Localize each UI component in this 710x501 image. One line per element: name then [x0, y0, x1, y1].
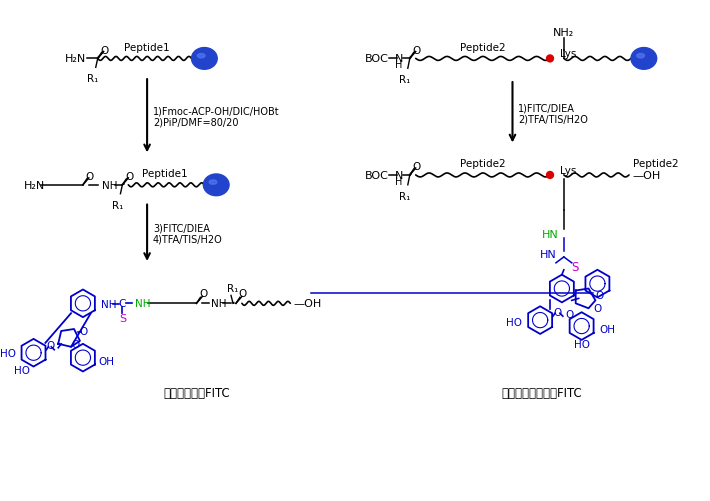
Text: R₁: R₁ — [399, 75, 410, 85]
Text: NH: NH — [212, 299, 226, 309]
Text: HO: HO — [506, 318, 523, 328]
Text: H: H — [395, 60, 403, 70]
Text: HO: HO — [574, 339, 589, 349]
Text: 3)FITC/DIEA: 3)FITC/DIEA — [153, 223, 210, 233]
Text: Peptide1: Peptide1 — [124, 43, 170, 53]
Text: 1)Fmoc-ACP-OH/DIC/HOBt: 1)Fmoc-ACP-OH/DIC/HOBt — [153, 107, 280, 117]
Text: NH₂: NH₂ — [553, 28, 574, 38]
Text: HN: HN — [540, 249, 557, 260]
Text: N: N — [395, 54, 403, 64]
Ellipse shape — [637, 55, 645, 59]
Text: BOC: BOC — [365, 171, 389, 180]
Text: O: O — [594, 304, 601, 314]
Ellipse shape — [631, 49, 657, 70]
Text: ·: · — [95, 49, 100, 67]
Text: R₁: R₁ — [399, 191, 410, 201]
Text: ·: · — [407, 49, 413, 67]
Text: HO: HO — [0, 348, 16, 358]
Ellipse shape — [209, 180, 217, 185]
Text: O: O — [80, 326, 88, 336]
Text: Peptide1: Peptide1 — [142, 168, 187, 178]
Text: OH: OH — [99, 356, 115, 366]
Text: 能链末端修饰FITC: 能链末端修饰FITC — [163, 386, 230, 399]
Text: O: O — [101, 46, 109, 56]
Text: H₂N: H₂N — [65, 54, 86, 64]
Text: R₁: R₁ — [111, 200, 123, 210]
Text: BOC: BOC — [365, 54, 389, 64]
Text: NH: NH — [101, 300, 116, 310]
Text: H₂N: H₂N — [23, 180, 45, 190]
Ellipse shape — [197, 55, 205, 59]
Text: O: O — [595, 291, 604, 301]
Text: O: O — [200, 289, 207, 299]
Text: O: O — [554, 308, 562, 318]
Text: O: O — [239, 289, 247, 299]
Text: C: C — [119, 299, 126, 309]
Text: 4)TFA/TIS/H2O: 4)TFA/TIS/H2O — [153, 234, 223, 244]
Text: ·: · — [230, 295, 236, 313]
Text: —OH: —OH — [632, 171, 660, 180]
Text: R₁: R₁ — [87, 74, 99, 84]
Text: 1)FITC/DIEA: 1)FITC/DIEA — [518, 103, 575, 113]
Text: O: O — [86, 171, 94, 181]
Text: O: O — [46, 340, 55, 350]
Circle shape — [547, 56, 554, 63]
Text: N: N — [395, 171, 403, 180]
Ellipse shape — [192, 49, 217, 70]
Text: O: O — [125, 171, 133, 181]
Text: O: O — [72, 339, 80, 349]
Text: HO: HO — [13, 366, 30, 376]
Text: S: S — [119, 314, 126, 324]
Text: Lys: Lys — [560, 50, 577, 59]
Text: 2)TFA/TIS/H2O: 2)TFA/TIS/H2O — [518, 114, 589, 124]
Text: Peptide2: Peptide2 — [460, 43, 506, 53]
Text: S: S — [571, 261, 579, 274]
Text: Peptide2: Peptide2 — [460, 159, 506, 169]
Text: H: H — [395, 176, 403, 186]
Text: Lys: Lys — [560, 166, 577, 176]
Text: NH: NH — [135, 299, 151, 309]
Text: ·: · — [120, 175, 125, 193]
Text: ·: · — [407, 166, 413, 183]
Text: HN: HN — [542, 230, 559, 239]
Text: Peptide2: Peptide2 — [633, 159, 679, 169]
Circle shape — [547, 172, 554, 179]
Text: O: O — [413, 46, 421, 56]
Text: 能链其他位置修饰FITC: 能链其他位置修饰FITC — [502, 386, 582, 399]
Text: 2)PiP/DMF=80/20: 2)PiP/DMF=80/20 — [153, 117, 239, 127]
Text: OH: OH — [599, 324, 616, 334]
Text: —OH: —OH — [293, 299, 322, 309]
Text: R₁: R₁ — [227, 284, 239, 294]
Ellipse shape — [203, 175, 229, 196]
Text: O: O — [566, 310, 574, 320]
Text: NH: NH — [102, 180, 117, 190]
Text: O: O — [413, 162, 421, 172]
